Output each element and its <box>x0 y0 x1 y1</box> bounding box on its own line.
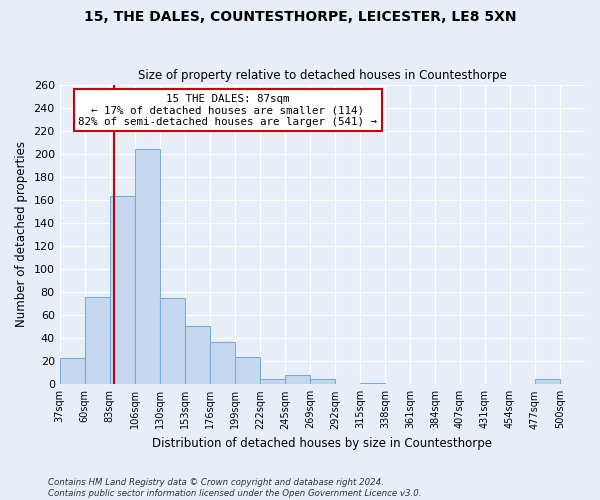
Text: 15, THE DALES, COUNTESTHORPE, LEICESTER, LE8 5XN: 15, THE DALES, COUNTESTHORPE, LEICESTER,… <box>84 10 516 24</box>
Bar <box>185 326 210 384</box>
Bar <box>59 358 85 384</box>
Title: Size of property relative to detached houses in Countesthorpe: Size of property relative to detached ho… <box>138 69 507 82</box>
Bar <box>285 375 310 384</box>
Bar <box>110 196 135 384</box>
Bar <box>310 378 335 384</box>
Bar <box>85 296 110 384</box>
X-axis label: Distribution of detached houses by size in Countesthorpe: Distribution of detached houses by size … <box>152 437 493 450</box>
Y-axis label: Number of detached properties: Number of detached properties <box>15 142 28 328</box>
Bar <box>210 342 235 384</box>
Bar <box>535 378 560 384</box>
Bar <box>235 356 260 384</box>
Bar <box>135 149 160 384</box>
Text: 15 THE DALES: 87sqm
← 17% of detached houses are smaller (114)
82% of semi-detac: 15 THE DALES: 87sqm ← 17% of detached ho… <box>78 94 377 126</box>
Text: Contains HM Land Registry data © Crown copyright and database right 2024.
Contai: Contains HM Land Registry data © Crown c… <box>48 478 421 498</box>
Bar <box>360 383 385 384</box>
Bar <box>160 298 185 384</box>
Bar <box>260 378 285 384</box>
